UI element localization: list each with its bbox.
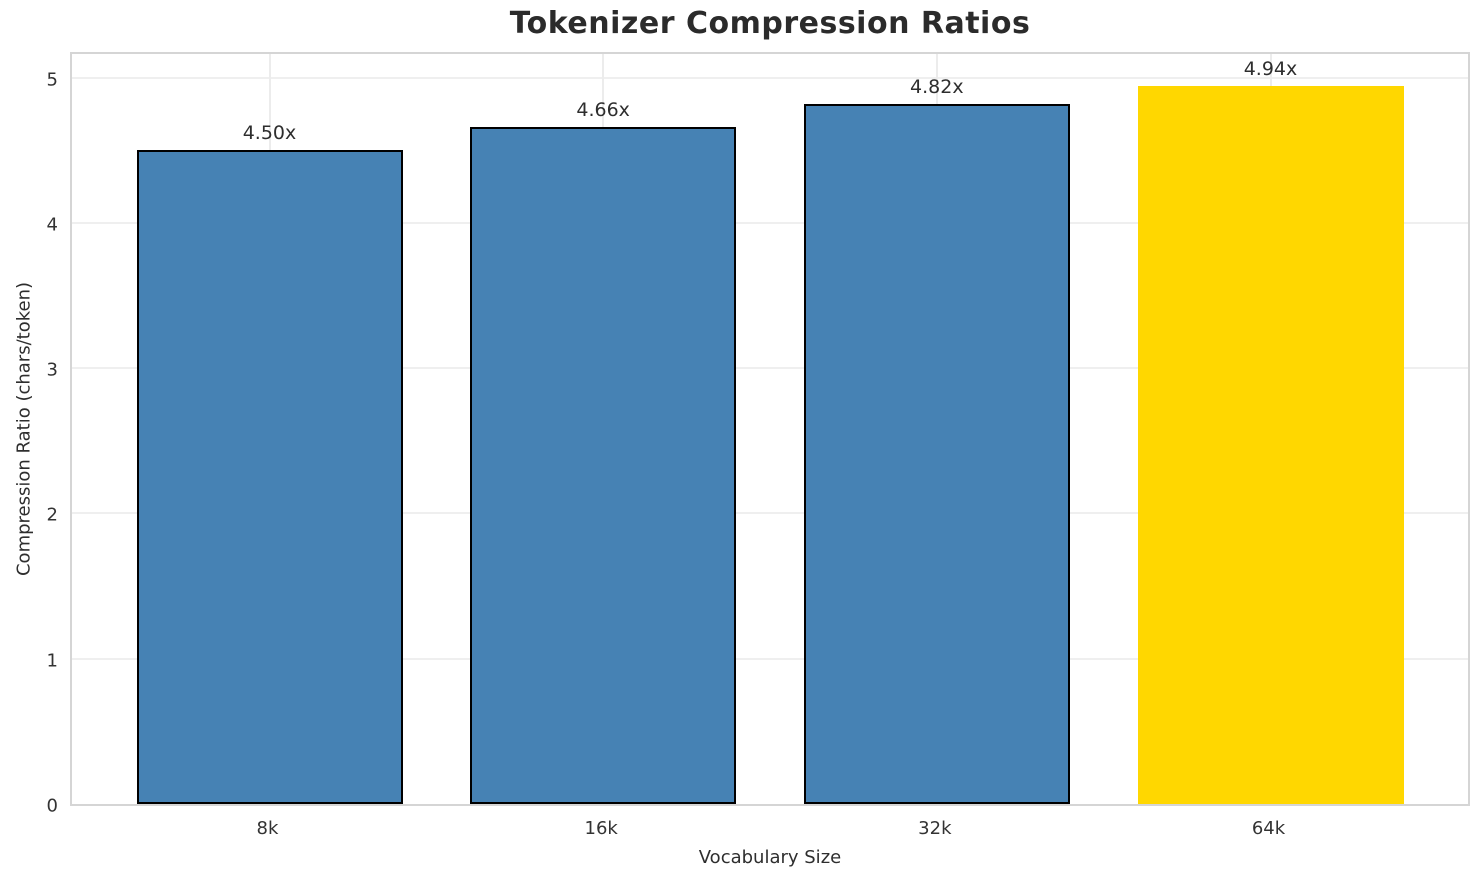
bar-value-label-64k: 4.94x [1243,58,1298,81]
y-tick-label-4: 4 [46,214,58,236]
gridline-y-5 [72,76,1468,79]
plot-area: 4.50x 4.66x 4.82x 4.94x [70,52,1470,806]
x-axis-label: Vocabulary Size [698,847,842,868]
x-tick-label-32k: 32k [918,818,952,839]
chart-title: Tokenizer Compression Ratios [509,6,1031,41]
y-tick-label-2: 2 [46,504,58,526]
x-tick-label-8k: 8k [256,818,279,839]
y-tick-label-3: 3 [46,359,58,381]
bar-value-label-32k: 4.82x [910,75,964,98]
gridline-y-4 [72,221,1468,224]
x-tick-label-64k: 64k [1251,818,1286,839]
bar-16k [470,127,737,804]
y-axis-label: Compression Ratio (chars/token) [13,281,35,577]
bar-8k [136,150,403,804]
bar-value-label-16k: 4.66x [576,99,630,121]
gridline-y-2 [72,512,1468,515]
x-tick-label-16k: 16k [584,818,618,839]
y-tick-label-5: 5 [46,69,58,91]
bar-value-label-8k: 4.50x [242,122,297,145]
bar-64k [1137,86,1404,804]
y-tick-label-0: 0 [46,795,58,817]
bar-32k [803,103,1070,804]
y-tick-label-1: 1 [46,650,58,672]
gridline-y-3 [72,367,1468,370]
gridline-y-1 [72,657,1468,660]
